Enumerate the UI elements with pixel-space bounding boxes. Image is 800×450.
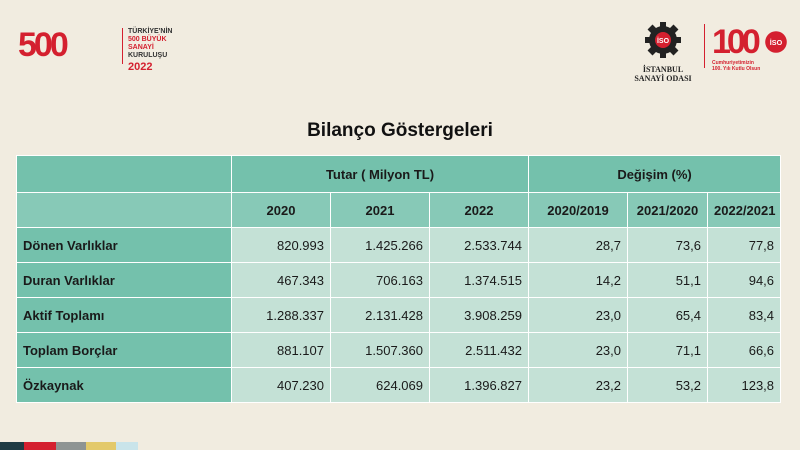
footer-strip-segment	[86, 442, 116, 450]
row-label: Toplam Borçlar	[16, 332, 232, 368]
table-row: Dönen Varlıklar 820.993 1.425.266 2.533.…	[16, 227, 782, 263]
tutar-header: Tutar ( Milyon TL)	[231, 155, 529, 193]
table-cell: 1.507.360	[330, 332, 430, 368]
logo-500: 500 TÜRKİYE'NİN 500 BÜYÜK SANAYİ KURULUŞ…	[18, 26, 178, 73]
table-cell: 2.511.432	[429, 332, 529, 368]
footer-strip-segment	[56, 442, 86, 450]
logo-separator	[704, 24, 705, 68]
logo-500-number: 500	[18, 26, 69, 64]
table-cell: 1.396.827	[429, 367, 529, 403]
footer-strip-segment	[116, 442, 138, 450]
footer-strip-segment	[24, 442, 56, 450]
group-header-row: Tutar ( Milyon TL) Değişim (%)	[16, 155, 782, 193]
table-cell: 1.374.515	[429, 262, 529, 298]
table-row: Toplam Borçlar 881.107 1.507.360 2.511.4…	[16, 332, 782, 368]
table-cell: 51,1	[627, 262, 708, 298]
anniversary-number: 100	[712, 23, 761, 61]
gear-icon: İSO	[645, 22, 681, 58]
row-label: Özkaynak	[16, 367, 232, 403]
table-cell: 23,0	[528, 297, 628, 333]
row-label: Dönen Varlıklar	[16, 227, 232, 263]
svg-text:İSO: İSO	[657, 37, 670, 45]
table-cell: 71,1	[627, 332, 708, 368]
table-cell: 94,6	[706, 262, 782, 298]
column-header-row: 2020 2021 2022 2020/2019 2021/2020 2022/…	[16, 192, 782, 228]
table-cell: 23,2	[528, 367, 628, 403]
table-cell: 881.107	[231, 332, 331, 368]
table-cell: 66,6	[706, 332, 782, 368]
table-cell: 1.288.337	[231, 297, 331, 333]
table-cell: 2.533.744	[429, 227, 529, 263]
anniversary-logo: 100 İSO Cumhuriyetimizin 100. Yılı Kutlu…	[712, 24, 792, 76]
anniversary-gear-icon: İSO	[765, 31, 787, 53]
table-cell: 820.993	[231, 227, 331, 263]
table-cell: 77,8	[706, 227, 782, 263]
table-cell: 1.425.266	[330, 227, 430, 263]
corner-cell	[16, 155, 232, 193]
table-row: Duran Varlıklar 467.343 706.163 1.374.51…	[16, 262, 782, 298]
svg-text:İSO: İSO	[770, 38, 783, 47]
table-cell: 407.230	[231, 367, 331, 403]
table-cell: 467.343	[231, 262, 331, 298]
table-cell: 706.163	[330, 262, 430, 298]
column-header: 2022	[429, 192, 529, 228]
page-title: Bilanço Göstergeleri	[307, 120, 493, 141]
column-header: 2020/2019	[528, 192, 628, 228]
table-cell: 14,2	[528, 262, 628, 298]
table-cell: 73,6	[627, 227, 708, 263]
table-cell: 3.908.259	[429, 297, 529, 333]
table-cell: 65,4	[627, 297, 708, 333]
degisim-header: Değişim (%)	[527, 155, 782, 193]
table-cell: 624.069	[330, 367, 430, 403]
table-cell: 23,0	[528, 332, 628, 368]
row-label: Duran Varlıklar	[16, 262, 232, 298]
logo-500-text: TÜRKİYE'NİN 500 BÜYÜK SANAYİ KURULUŞU 20…	[128, 28, 173, 73]
balance-sheet-table: Tutar ( Milyon TL) Değişim (%) 2020 2021…	[16, 155, 782, 403]
table-cell: 53,2	[627, 367, 708, 403]
footer-strip-segment	[0, 442, 24, 450]
table-cell: 123,8	[706, 367, 782, 403]
table-row: Aktif Toplamı 1.288.337 2.131.428 3.908.…	[16, 297, 782, 333]
column-header: 2022/2021	[706, 192, 782, 228]
iso-logo: İSO İSTANBUL SANAYİ ODASI	[628, 20, 698, 83]
corner-cell	[16, 192, 232, 228]
table-cell: 2.131.428	[330, 297, 430, 333]
iso-name: İSTANBUL SANAYİ ODASI	[634, 65, 692, 83]
logo-divider	[122, 28, 123, 64]
column-header: 2020	[231, 192, 331, 228]
column-header: 2021/2020	[627, 192, 708, 228]
table-row: Özkaynak 407.230 624.069 1.396.827 23,2 …	[16, 367, 782, 403]
table-cell: 83,4	[706, 297, 782, 333]
row-label: Aktif Toplamı	[16, 297, 232, 333]
table-cell: 28,7	[528, 227, 628, 263]
column-header: 2021	[330, 192, 430, 228]
